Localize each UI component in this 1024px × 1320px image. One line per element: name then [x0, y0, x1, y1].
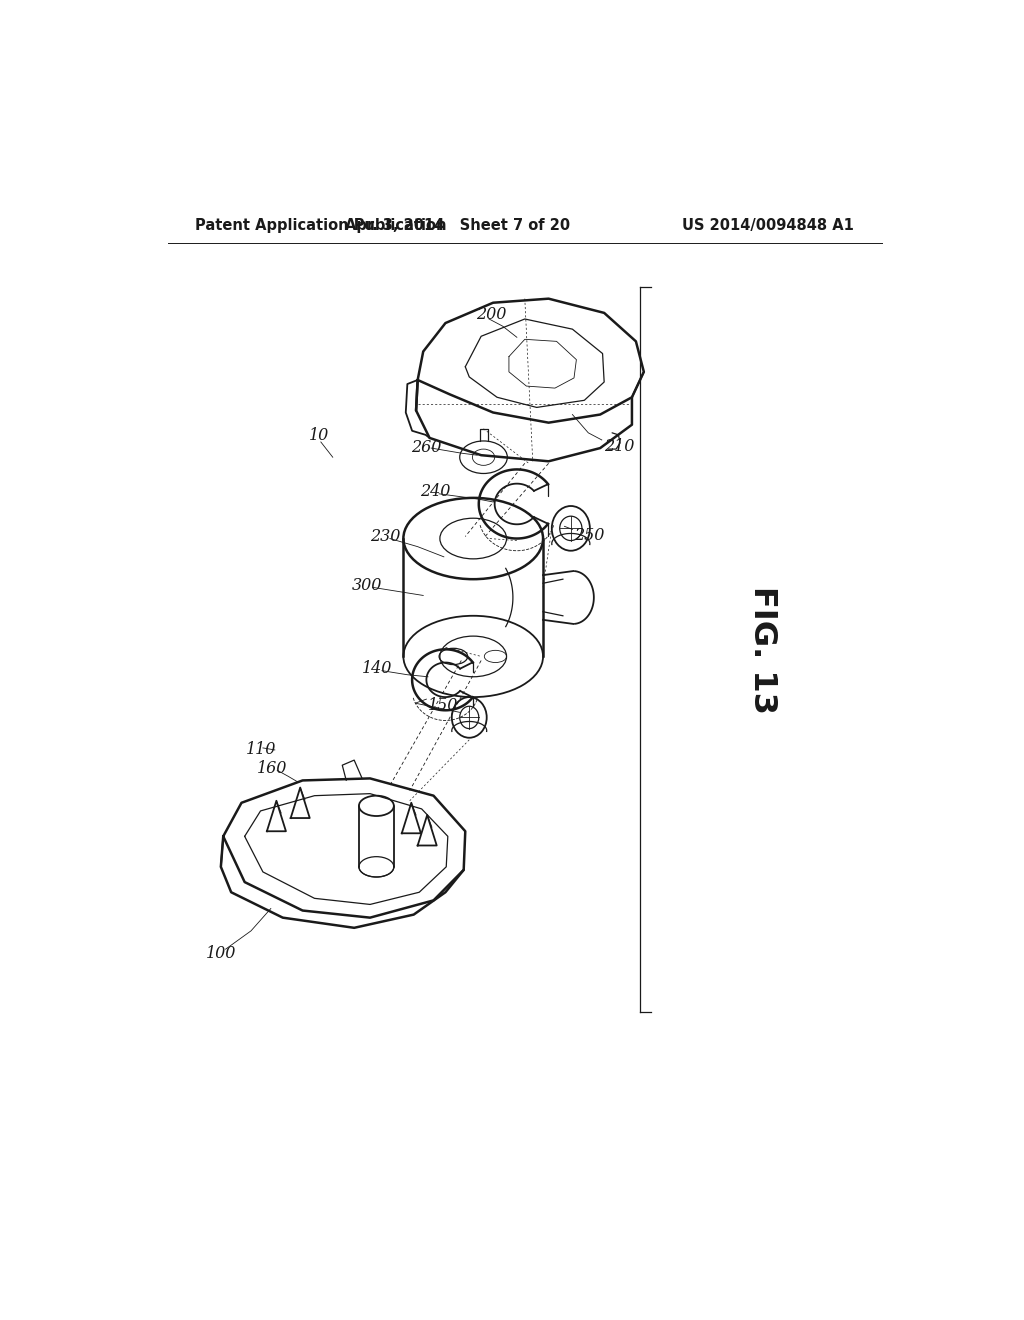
Text: US 2014/0094848 A1: US 2014/0094848 A1 [682, 218, 854, 234]
Text: FIG. 13: FIG. 13 [748, 586, 778, 714]
Text: 100: 100 [206, 945, 237, 962]
Text: 300: 300 [352, 577, 382, 594]
Text: 260: 260 [412, 438, 441, 455]
Text: Apr. 3, 2014   Sheet 7 of 20: Apr. 3, 2014 Sheet 7 of 20 [345, 218, 570, 234]
Text: 160: 160 [257, 760, 288, 776]
Text: 210: 210 [604, 437, 635, 454]
Text: 150: 150 [428, 697, 459, 714]
Text: 10: 10 [309, 428, 329, 445]
Text: 250: 250 [574, 527, 604, 544]
Text: Patent Application Publication: Patent Application Publication [196, 218, 446, 234]
Text: 230: 230 [370, 528, 400, 545]
Text: 140: 140 [362, 660, 392, 677]
Text: 110: 110 [246, 742, 275, 759]
Text: 200: 200 [475, 306, 506, 323]
Text: 240: 240 [420, 483, 451, 500]
